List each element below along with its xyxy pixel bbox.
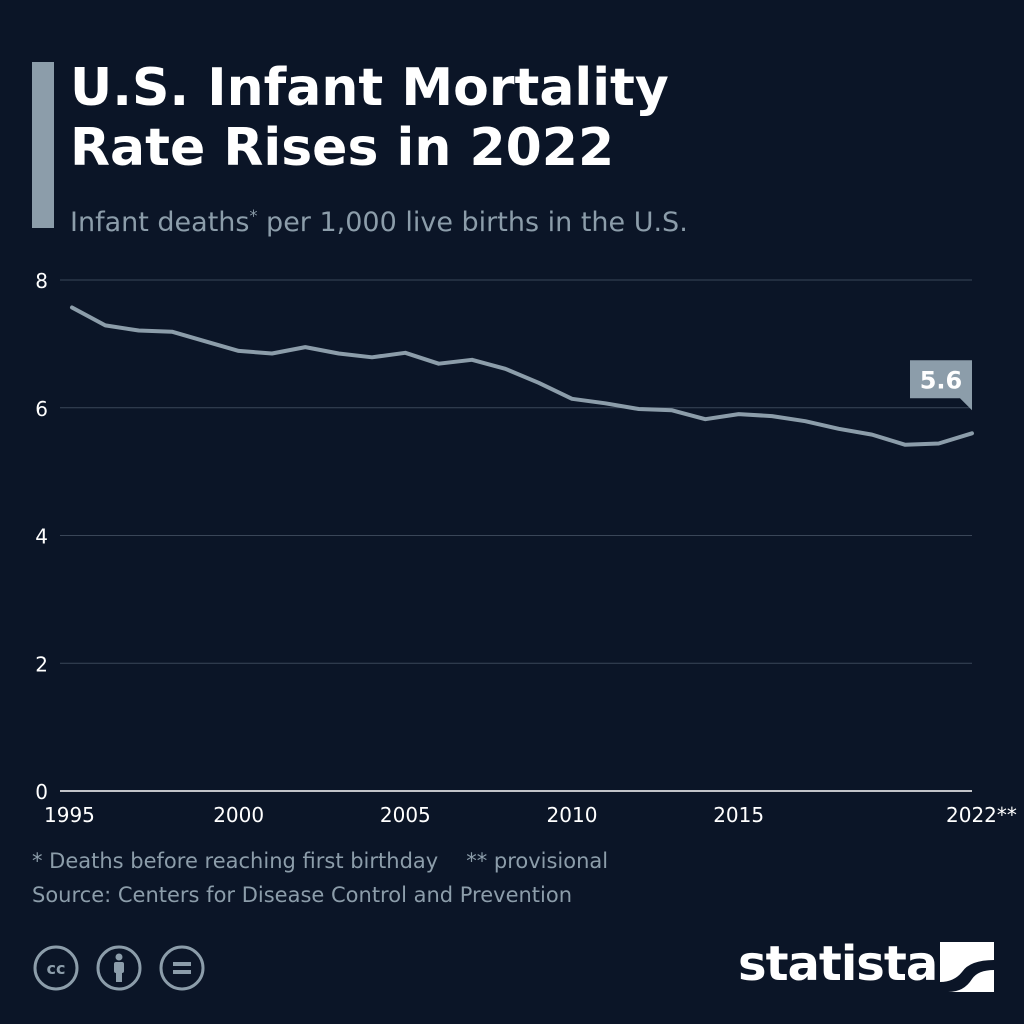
chart-subtitle: Infant deaths* per 1,000 live births in … <box>70 196 1010 243</box>
title-accent-bar <box>32 62 54 228</box>
x-tick-label: 2022** <box>946 803 1017 827</box>
cc-icon[interactable]: cc <box>32 944 80 992</box>
svg-text:cc: cc <box>47 959 66 978</box>
page-title: U.S. Infant Mortality Rate Rises in 2022 <box>70 58 970 178</box>
footnote-deaths: * Deaths before reaching first birthday <box>32 849 439 873</box>
x-axis-ticks: 1995 2000 2005 2010 2015 2022** <box>44 803 1017 827</box>
statista-logo-icon <box>940 942 994 992</box>
footnote-provisional: ** provisional <box>466 849 609 873</box>
x-tick-label: 2010 <box>547 803 598 827</box>
x-tick-label: 2015 <box>713 803 764 827</box>
x-tick-label: 2005 <box>380 803 431 827</box>
y-tick-label: 2 <box>35 652 48 676</box>
line-chart: 0 2 4 6 8 1995 2000 2005 2010 2015 2022** 5.6 <box>35 269 1017 827</box>
annotation-box <box>910 360 972 411</box>
annotation-label: 5.6 <box>920 366 963 394</box>
attribution-icon[interactable] <box>95 944 143 992</box>
y-tick-label: 8 <box>35 269 48 293</box>
title-line-2: Rate Rises in 2022 <box>70 118 615 178</box>
series-layer <box>70 305 974 447</box>
x-tick-label: 2000 <box>213 803 264 827</box>
subtitle-text-rest: per 1,000 live births in the U.S. <box>257 207 688 238</box>
y-tick-label: 4 <box>35 525 48 549</box>
y-tick-label: 6 <box>35 397 48 421</box>
title-line-1: U.S. Infant Mortality <box>70 58 669 118</box>
statista-brand[interactable]: statista <box>738 936 938 992</box>
license-icons: cc <box>32 944 216 996</box>
no-derivatives-icon[interactable] <box>158 944 206 992</box>
subtitle-footnote-mark: * <box>249 206 258 225</box>
grid-lines <box>60 279 972 792</box>
y-axis-ticks: 0 2 4 6 8 <box>35 269 48 804</box>
source-note: Source: Centers for Disease Control and … <box>32 883 573 907</box>
annotation-layer: 5.6 <box>910 360 972 411</box>
series-line <box>70 305 974 447</box>
x-tick-label: 1995 <box>44 803 95 827</box>
subtitle-text: Infant deaths <box>70 207 250 238</box>
y-tick-label: 0 <box>35 780 48 804</box>
footnotes: * Deaths before reaching first birthday *… <box>32 844 992 912</box>
